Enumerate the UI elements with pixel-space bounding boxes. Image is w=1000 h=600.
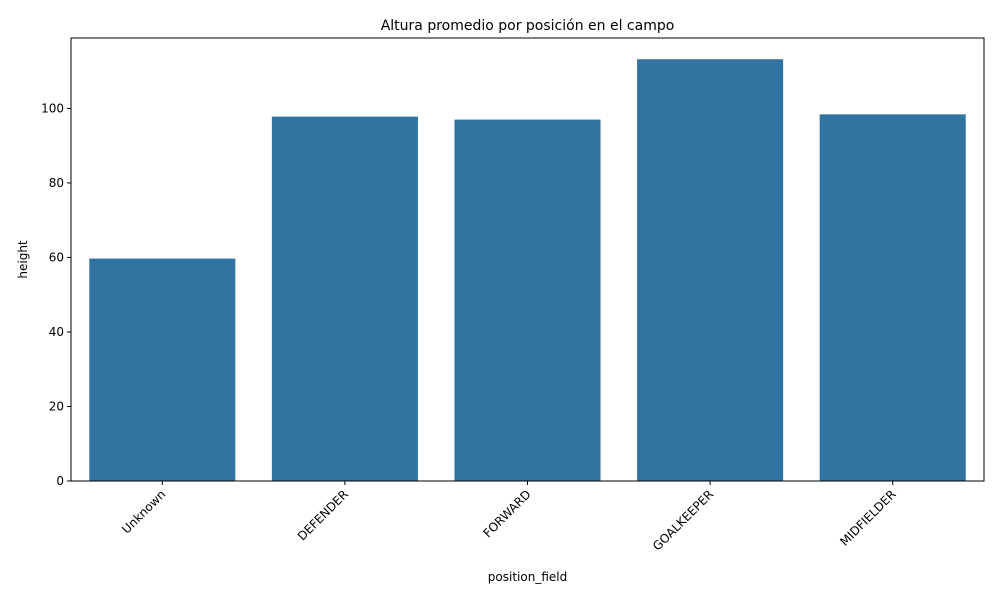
bar-unknown [89,258,236,481]
chart-title: Altura promedio por posición en el campo [381,18,675,34]
bar-forward [454,119,601,481]
x-tick-label: DEFENDER [295,487,351,543]
y-tick-label: 40 [49,325,64,339]
bar-defender [271,116,418,481]
x-tick-label: FORWARD [480,487,533,540]
y-axis-label: height [16,240,30,279]
x-axis: Unknown DEFENDER FORWARD GOALKEEPER MIDFIELD… [119,481,899,553]
y-tick-label: 100 [41,101,64,115]
y-tick-label: 20 [49,399,64,413]
bars-group [89,59,966,482]
y-tick-label: 60 [49,250,64,264]
x-axis-label: position_field [488,570,567,584]
y-tick-label: 80 [49,176,64,190]
y-tick-label: 0 [56,474,64,488]
x-tick-label: Unknown [119,487,168,536]
bar-midfielder [819,114,966,482]
x-tick-label: MIDFIELDER [837,487,899,549]
bar-goalkeeper [637,59,784,481]
y-axis: 0 20 40 60 80 100 [41,101,71,488]
x-tick-label: GOALKEEPER [650,487,716,553]
plot-frame [70,37,985,482]
